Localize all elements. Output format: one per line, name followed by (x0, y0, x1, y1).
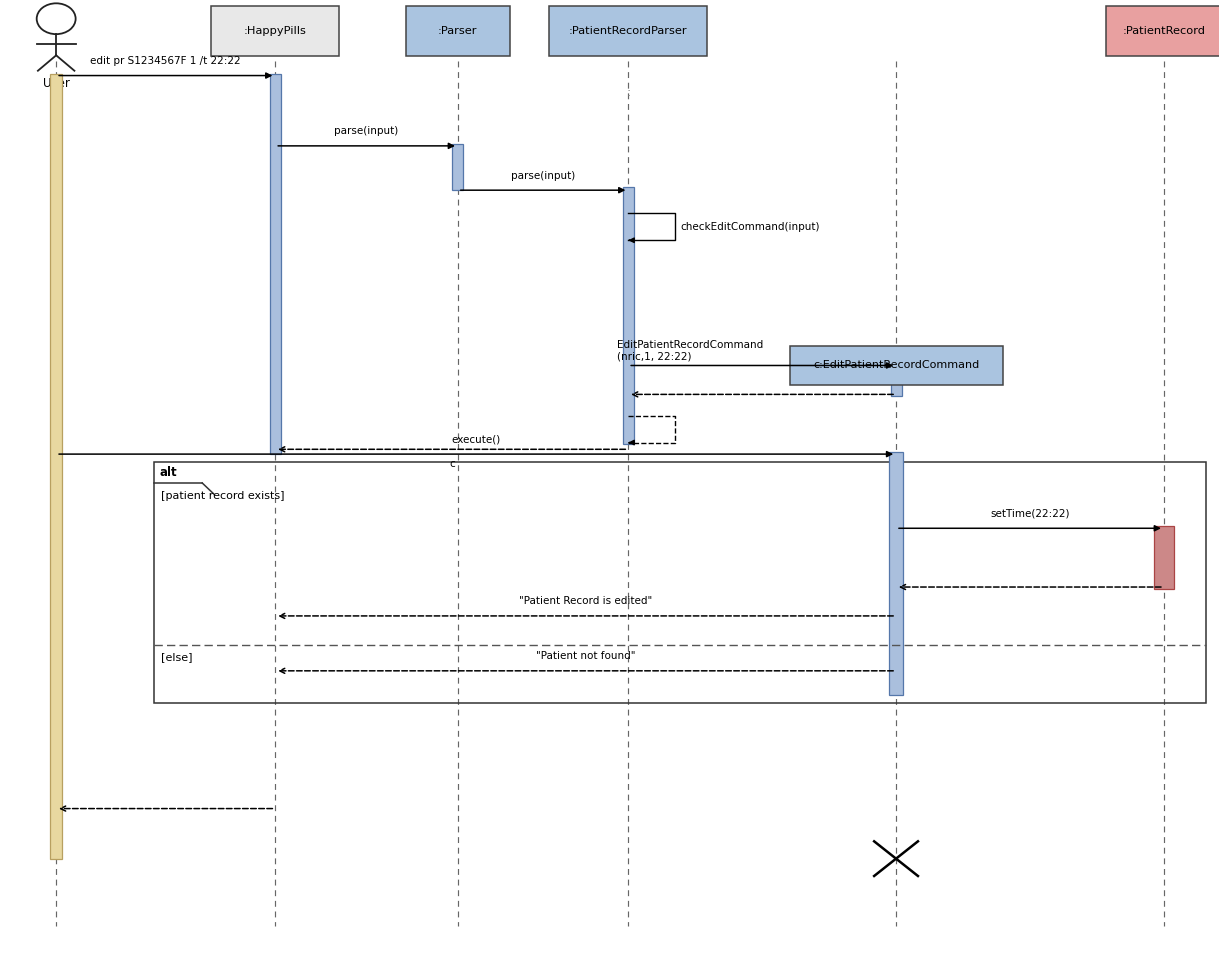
Text: User: User (43, 76, 70, 90)
FancyBboxPatch shape (406, 6, 510, 56)
FancyArrowPatch shape (899, 526, 1159, 530)
Text: execute(): execute() (451, 435, 500, 444)
FancyBboxPatch shape (211, 6, 339, 56)
FancyArrowPatch shape (279, 613, 893, 618)
FancyArrowPatch shape (279, 447, 626, 452)
FancyBboxPatch shape (889, 452, 903, 695)
FancyBboxPatch shape (453, 144, 464, 190)
FancyBboxPatch shape (1107, 6, 1220, 56)
FancyBboxPatch shape (622, 187, 633, 444)
Text: :PatientRecord: :PatientRecord (1122, 26, 1205, 37)
FancyBboxPatch shape (1154, 526, 1174, 589)
Text: "Patient not found": "Patient not found" (536, 651, 636, 662)
Text: alt: alt (160, 466, 177, 479)
Text: EditPatientRecordCommand
(nric,1, 22:22): EditPatientRecordCommand (nric,1, 22:22) (617, 340, 764, 362)
Text: checkEditCommand(input): checkEditCommand(input) (681, 222, 820, 232)
FancyBboxPatch shape (270, 73, 281, 454)
Text: :PatientRecordParser: :PatientRecordParser (569, 26, 688, 37)
FancyArrowPatch shape (61, 806, 272, 811)
FancyArrowPatch shape (279, 668, 893, 673)
Text: c:EditPatientRecordCommand: c:EditPatientRecordCommand (813, 360, 980, 371)
FancyBboxPatch shape (891, 360, 902, 396)
FancyBboxPatch shape (549, 6, 708, 56)
Text: c: c (449, 459, 455, 469)
FancyBboxPatch shape (50, 73, 62, 859)
FancyArrowPatch shape (900, 584, 1161, 589)
Text: :: : (626, 86, 631, 99)
FancyArrowPatch shape (59, 451, 892, 457)
Text: parse(input): parse(input) (334, 127, 399, 136)
FancyArrowPatch shape (461, 187, 623, 192)
Text: edit pr S1234567F 1 /t 22:22: edit pr S1234567F 1 /t 22:22 (90, 56, 242, 66)
Text: parse(input): parse(input) (511, 171, 575, 181)
Text: [patient record exists]: [patient record exists] (161, 491, 284, 500)
FancyBboxPatch shape (789, 346, 1003, 384)
Text: :HappyPills: :HappyPills (244, 26, 306, 37)
Text: :Parser: :Parser (438, 26, 477, 37)
Text: "Patient Record is edited": "Patient Record is edited" (518, 596, 653, 607)
FancyArrowPatch shape (633, 392, 893, 397)
Text: [else]: [else] (161, 652, 193, 663)
Text: setTime(22:22): setTime(22:22) (991, 509, 1070, 519)
FancyArrowPatch shape (59, 73, 271, 78)
FancyArrowPatch shape (278, 143, 454, 149)
FancyArrowPatch shape (631, 363, 892, 368)
